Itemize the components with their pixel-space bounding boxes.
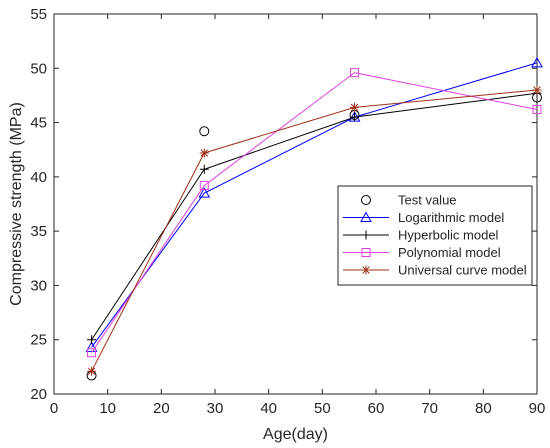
data-point xyxy=(87,335,97,345)
y-tick-label: 25 xyxy=(30,332,47,349)
y-tick-label: 20 xyxy=(30,386,47,403)
legend-item: Universal curve model xyxy=(343,263,527,278)
x-tick-label: 60 xyxy=(368,400,385,417)
x-tick-label: 80 xyxy=(475,400,492,417)
x-tick-label: 50 xyxy=(314,400,331,417)
data-point xyxy=(532,105,542,115)
x-tick-label: 20 xyxy=(153,400,170,417)
x-tick-label: 10 xyxy=(99,400,116,417)
data-point xyxy=(199,164,209,174)
x-tick-label: 90 xyxy=(529,400,546,417)
x-tick-label: 40 xyxy=(260,400,277,417)
y-tick-label: 35 xyxy=(30,223,47,240)
legend: Test value Logarithmic model Hyperbolic mo… xyxy=(337,185,533,286)
x-tick-label: 30 xyxy=(207,400,224,417)
series-line xyxy=(91,92,538,340)
legend-label: Test value xyxy=(398,193,457,208)
y-tick-label: 50 xyxy=(30,60,47,77)
axis-ticks: 0 10 20 30 40 50 60 70 80 90 20 25 30 35 40 45 50 55 xyxy=(30,6,545,417)
data-point xyxy=(199,181,209,191)
data-point xyxy=(199,126,210,137)
series-line xyxy=(91,89,538,372)
y-tick-label: 55 xyxy=(30,6,47,23)
legend-item: Logarithmic model xyxy=(343,210,504,225)
series-line xyxy=(91,72,538,354)
data-point xyxy=(85,341,98,352)
x-tick-label: 70 xyxy=(421,400,438,417)
y-tick-label: 30 xyxy=(30,277,47,294)
data-point xyxy=(87,348,97,358)
y-axis-label: Compressive strength (MPa) xyxy=(8,102,25,306)
x-axis-label: Age(day) xyxy=(263,426,328,443)
legend-label: Logarithmic model xyxy=(398,210,504,225)
data-point xyxy=(532,85,542,95)
data-point xyxy=(198,187,211,198)
y-tick-label: 40 xyxy=(30,169,47,186)
series-layer xyxy=(85,56,543,381)
legend-marker xyxy=(361,265,371,275)
y-tick-label: 45 xyxy=(30,115,47,132)
series-polynomial-model xyxy=(87,68,542,358)
legend-item: Test value xyxy=(361,193,457,208)
x-tick-label: 0 xyxy=(50,400,58,417)
legend-item: Polynomial model xyxy=(343,245,501,260)
legend-marker xyxy=(361,248,371,257)
data-point xyxy=(350,68,360,78)
data-point xyxy=(87,366,97,376)
legend-marker xyxy=(360,211,372,222)
series-universal-curve-model xyxy=(87,85,542,376)
legend-label: Hyperbolic model xyxy=(398,228,499,243)
data-point xyxy=(199,148,209,158)
legend-label: Polynomial model xyxy=(398,245,501,260)
data-point xyxy=(531,56,543,68)
legend-item: Hyperbolic model xyxy=(343,228,499,243)
legend-marker xyxy=(361,230,371,240)
series-line xyxy=(91,62,538,348)
data-point xyxy=(350,102,360,112)
data-point xyxy=(350,112,360,122)
legend-label: Universal curve model xyxy=(398,263,527,278)
legend-marker xyxy=(361,195,371,205)
